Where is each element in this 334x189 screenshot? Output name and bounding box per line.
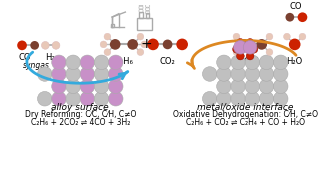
Circle shape <box>259 79 274 94</box>
Circle shape <box>147 39 159 50</box>
Circle shape <box>94 91 109 106</box>
Circle shape <box>109 67 123 81</box>
Circle shape <box>259 55 274 70</box>
Circle shape <box>217 91 231 106</box>
Text: Oxidative Dehydrogenation: C⁄H, C≠O: Oxidative Dehydrogenation: C⁄H, C≠O <box>173 110 318 119</box>
Circle shape <box>141 41 148 48</box>
Circle shape <box>274 55 288 70</box>
Circle shape <box>245 91 260 106</box>
Circle shape <box>231 67 245 81</box>
Circle shape <box>163 40 172 49</box>
Circle shape <box>109 91 123 106</box>
Circle shape <box>284 33 290 40</box>
Text: syngas: syngas <box>23 61 50 70</box>
Text: metal/oxide interface: metal/oxide interface <box>197 103 293 112</box>
Circle shape <box>250 45 258 53</box>
Circle shape <box>109 79 123 94</box>
Circle shape <box>245 79 260 94</box>
Circle shape <box>137 33 144 40</box>
Text: +: + <box>140 37 152 51</box>
Circle shape <box>233 40 247 54</box>
Circle shape <box>298 12 307 22</box>
Circle shape <box>110 39 121 50</box>
Circle shape <box>239 39 249 50</box>
Text: C₂H₆: C₂H₆ <box>115 57 133 66</box>
Circle shape <box>231 55 245 70</box>
Text: H₂O: H₂O <box>287 57 303 66</box>
Circle shape <box>80 67 95 81</box>
Text: alloy surface: alloy surface <box>51 103 109 112</box>
Circle shape <box>202 67 217 81</box>
Circle shape <box>94 67 109 81</box>
Circle shape <box>66 91 80 106</box>
Circle shape <box>66 67 80 81</box>
Circle shape <box>52 41 60 49</box>
Circle shape <box>231 91 245 106</box>
Circle shape <box>176 39 188 50</box>
Bar <box>111 24 114 27</box>
Circle shape <box>243 40 257 54</box>
Circle shape <box>289 39 301 50</box>
Circle shape <box>30 41 39 50</box>
Circle shape <box>66 79 80 94</box>
Circle shape <box>257 39 267 50</box>
Circle shape <box>104 33 111 40</box>
Text: CO₂: CO₂ <box>160 57 175 66</box>
Circle shape <box>231 79 245 94</box>
Bar <box>137 18 152 30</box>
Circle shape <box>232 45 240 53</box>
Bar <box>146 13 149 18</box>
Circle shape <box>80 91 95 106</box>
Text: CO: CO <box>290 2 302 11</box>
Circle shape <box>66 55 80 70</box>
Circle shape <box>233 49 240 56</box>
Circle shape <box>245 67 260 81</box>
Text: C₂H₆ + 2CO₂ ⇌ 4CO + 3H₂: C₂H₆ + 2CO₂ ⇌ 4CO + 3H₂ <box>31 118 130 127</box>
Circle shape <box>100 41 107 48</box>
Circle shape <box>266 33 273 40</box>
Circle shape <box>52 79 66 94</box>
Circle shape <box>274 67 288 81</box>
Circle shape <box>80 79 95 94</box>
Circle shape <box>236 52 244 60</box>
Bar <box>139 12 143 18</box>
Circle shape <box>274 79 288 94</box>
Circle shape <box>217 55 231 70</box>
Text: CO: CO <box>19 53 31 62</box>
Circle shape <box>246 52 254 60</box>
Circle shape <box>104 49 111 56</box>
Circle shape <box>217 67 231 81</box>
Circle shape <box>17 40 27 50</box>
Text: C₂H₄: C₂H₄ <box>243 57 263 66</box>
Circle shape <box>266 49 273 56</box>
Circle shape <box>137 49 144 56</box>
Text: C₂H₆ + CO₂ ⇌ C₂H₄ + CO + H₂O: C₂H₆ + CO₂ ⇌ C₂H₄ + CO + H₂O <box>186 118 305 127</box>
Circle shape <box>52 91 66 106</box>
Circle shape <box>245 55 260 70</box>
Circle shape <box>299 33 306 40</box>
Circle shape <box>217 79 231 94</box>
Circle shape <box>259 91 274 106</box>
Circle shape <box>94 79 109 94</box>
Circle shape <box>286 13 294 22</box>
Text: H₂: H₂ <box>45 53 55 62</box>
Circle shape <box>246 39 254 46</box>
Circle shape <box>274 91 288 106</box>
Circle shape <box>94 55 109 70</box>
Circle shape <box>127 39 138 50</box>
Circle shape <box>236 39 244 46</box>
Circle shape <box>37 67 52 81</box>
Circle shape <box>37 91 52 106</box>
Circle shape <box>233 33 240 40</box>
Circle shape <box>202 91 217 106</box>
Circle shape <box>259 67 274 81</box>
Circle shape <box>109 55 123 70</box>
Circle shape <box>52 55 66 70</box>
Circle shape <box>52 67 66 81</box>
Circle shape <box>80 55 95 70</box>
Circle shape <box>41 41 49 49</box>
Text: Dry Reforming: C⁄C, C⁄H, C≠O: Dry Reforming: C⁄C, C⁄H, C≠O <box>25 110 136 119</box>
